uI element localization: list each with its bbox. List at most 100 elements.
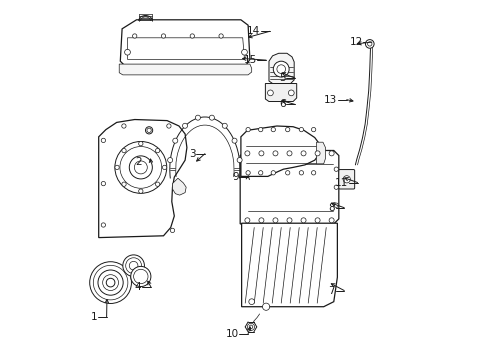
Text: 5: 5 xyxy=(278,73,285,83)
Circle shape xyxy=(286,151,291,156)
Text: 1: 1 xyxy=(90,312,97,322)
Circle shape xyxy=(258,127,263,132)
Circle shape xyxy=(129,156,152,179)
Circle shape xyxy=(122,124,126,128)
Circle shape xyxy=(244,218,249,223)
Text: 2: 2 xyxy=(135,157,141,167)
Circle shape xyxy=(311,127,315,132)
Circle shape xyxy=(122,255,144,276)
Circle shape xyxy=(285,171,289,175)
Polygon shape xyxy=(119,64,251,75)
Circle shape xyxy=(146,128,151,132)
Polygon shape xyxy=(120,20,249,65)
Circle shape xyxy=(219,34,223,38)
Text: 14: 14 xyxy=(246,26,260,36)
Circle shape xyxy=(299,127,303,132)
Circle shape xyxy=(139,141,142,146)
Circle shape xyxy=(161,34,165,38)
Circle shape xyxy=(132,34,137,38)
Circle shape xyxy=(101,138,105,143)
Text: 7: 7 xyxy=(327,285,334,296)
Circle shape xyxy=(333,203,338,207)
Text: 6: 6 xyxy=(278,99,285,109)
Circle shape xyxy=(166,124,171,128)
Circle shape xyxy=(209,115,214,120)
FancyBboxPatch shape xyxy=(338,170,354,189)
Circle shape xyxy=(301,218,305,223)
Circle shape xyxy=(270,171,275,175)
Polygon shape xyxy=(316,142,325,164)
Circle shape xyxy=(333,185,338,189)
Circle shape xyxy=(122,182,126,186)
Polygon shape xyxy=(240,150,338,224)
Circle shape xyxy=(343,176,349,183)
Circle shape xyxy=(133,269,148,284)
Text: 9: 9 xyxy=(232,172,238,183)
Circle shape xyxy=(195,115,200,120)
Circle shape xyxy=(89,262,131,303)
Text: 12: 12 xyxy=(348,37,362,47)
Circle shape xyxy=(139,189,142,193)
Circle shape xyxy=(301,151,305,156)
Circle shape xyxy=(124,49,130,55)
Circle shape xyxy=(285,127,289,132)
Polygon shape xyxy=(241,223,337,307)
Circle shape xyxy=(314,218,320,223)
Circle shape xyxy=(182,123,187,128)
Text: 4: 4 xyxy=(135,282,141,292)
Text: 8: 8 xyxy=(327,203,334,213)
Circle shape xyxy=(129,261,138,270)
Circle shape xyxy=(231,138,237,143)
Text: 10: 10 xyxy=(225,329,238,339)
Polygon shape xyxy=(265,84,296,102)
Circle shape xyxy=(190,34,194,38)
Circle shape xyxy=(170,228,174,233)
Circle shape xyxy=(172,138,178,143)
Circle shape xyxy=(101,181,105,186)
Text: 15: 15 xyxy=(243,55,256,65)
Circle shape xyxy=(245,127,250,132)
Circle shape xyxy=(244,151,249,156)
Text: 11: 11 xyxy=(334,177,347,188)
Circle shape xyxy=(276,65,285,73)
Circle shape xyxy=(115,141,166,193)
Circle shape xyxy=(155,148,160,153)
Polygon shape xyxy=(99,120,186,238)
Circle shape xyxy=(167,158,172,163)
Circle shape xyxy=(155,182,160,186)
Circle shape xyxy=(267,90,273,96)
Circle shape xyxy=(130,266,151,287)
Circle shape xyxy=(365,40,373,48)
Circle shape xyxy=(125,258,141,274)
Circle shape xyxy=(367,42,371,46)
Circle shape xyxy=(237,158,242,163)
Circle shape xyxy=(120,147,162,188)
Circle shape xyxy=(311,171,315,175)
Text: 13: 13 xyxy=(324,95,337,105)
Circle shape xyxy=(272,218,277,223)
Circle shape xyxy=(249,325,252,329)
Polygon shape xyxy=(268,53,294,84)
Circle shape xyxy=(273,61,288,77)
Circle shape xyxy=(222,123,227,128)
Circle shape xyxy=(247,323,254,330)
Text: 3: 3 xyxy=(188,149,195,159)
Circle shape xyxy=(333,167,338,171)
Circle shape xyxy=(299,171,303,175)
Circle shape xyxy=(258,171,263,175)
Circle shape xyxy=(262,303,269,310)
Circle shape xyxy=(134,161,147,174)
Circle shape xyxy=(115,165,119,170)
Circle shape xyxy=(272,151,277,156)
Circle shape xyxy=(98,270,123,295)
Polygon shape xyxy=(241,126,320,176)
Circle shape xyxy=(122,148,126,153)
Circle shape xyxy=(328,151,333,156)
Circle shape xyxy=(106,278,115,287)
Circle shape xyxy=(245,171,250,175)
Circle shape xyxy=(288,90,294,96)
Circle shape xyxy=(314,151,320,156)
Polygon shape xyxy=(127,38,244,59)
Circle shape xyxy=(258,218,264,223)
Polygon shape xyxy=(172,178,186,195)
